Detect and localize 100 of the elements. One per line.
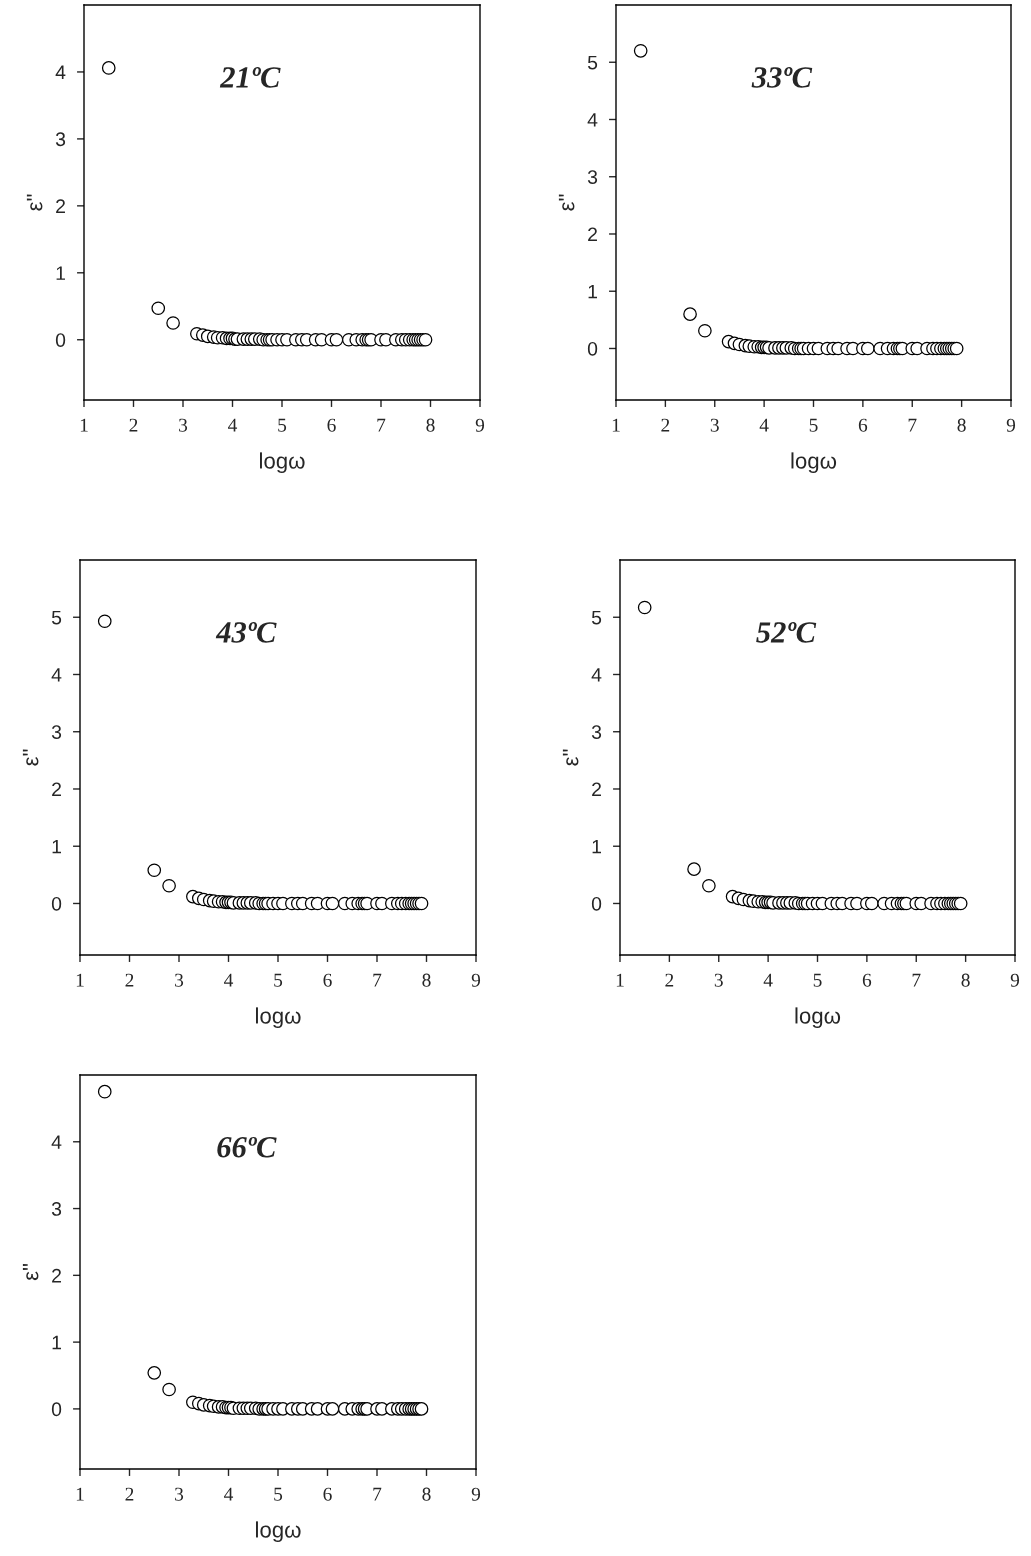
y-tick-label: 3 [55, 132, 66, 147]
x-tick-label: 4 [228, 418, 238, 432]
x-tick-label: 5 [278, 418, 287, 432]
x-tick-label: 7 [373, 973, 382, 987]
x-axis-title: logω [255, 1007, 301, 1029]
y-axis-title: ε" [22, 1264, 39, 1281]
x-tick-label: 3 [714, 973, 723, 987]
y-tick-label: 2 [56, 199, 65, 213]
x-tick-label: 6 [327, 418, 336, 432]
y-tick-label: 3 [51, 1202, 62, 1216]
y-tick-label: 2 [52, 782, 61, 797]
x-tick-label: 4 [224, 1487, 234, 1501]
x-tick-label: 5 [809, 418, 818, 432]
y-tick-label: 1 [56, 266, 65, 280]
x-tick-label: 7 [912, 973, 921, 987]
point [97, 1084, 112, 1099]
point [97, 614, 112, 629]
x-tick-label: 8 [961, 973, 970, 987]
y-tick-label: 4 [587, 113, 598, 127]
y-tick-label: 1 [588, 284, 597, 299]
x-tick-label: 3 [179, 418, 188, 432]
x-axis-title: logω [791, 452, 837, 474]
x-tick-label: 3 [710, 418, 719, 432]
point [101, 61, 116, 75]
x-tick-label: 2 [665, 973, 674, 987]
y-tick-label: 5 [591, 610, 602, 625]
x-tick-label: 6 [858, 418, 868, 432]
x-tick-label: 1 [80, 418, 88, 432]
x-tick-label: 2 [125, 1487, 134, 1501]
x-tick-label: 9 [1010, 973, 1020, 987]
y-axis-title: ε" [22, 749, 39, 766]
y-tick-label: 2 [52, 1268, 61, 1283]
y-tick-label: 4 [51, 1135, 62, 1149]
annotation: 21ºC [219, 67, 281, 88]
y-tick-label: 3 [591, 725, 602, 739]
y-tick-label: 1 [52, 839, 61, 854]
y-tick-label: 0 [51, 896, 62, 911]
x-axis-title: logω [259, 452, 305, 474]
x-tick-label: 1 [616, 973, 624, 987]
y-axis-title: ε" [562, 749, 579, 766]
annotation: 66ºC [217, 1136, 277, 1158]
point [147, 1366, 162, 1380]
x-tick-label: 2 [129, 418, 138, 432]
x-tick-label: 9 [475, 418, 485, 432]
point [687, 862, 701, 876]
y-tick-label: 0 [51, 1402, 62, 1417]
point [325, 1402, 340, 1416]
x-tick-label: 8 [426, 418, 435, 432]
point [637, 600, 652, 615]
x-tick-label: 1 [76, 1487, 84, 1501]
point [151, 301, 166, 316]
x-tick-label: 6 [862, 973, 872, 987]
x-axis-title: logω [255, 1521, 301, 1543]
point [329, 332, 344, 347]
point [162, 878, 176, 893]
x-tick-label: 7 [377, 418, 386, 432]
y-tick-label: 0 [55, 333, 66, 347]
point [860, 341, 875, 356]
y-tick-label: 4 [55, 65, 66, 79]
y-tick-label: 5 [51, 610, 62, 625]
y-tick-label: 2 [592, 782, 601, 797]
x-tick-label: 2 [661, 418, 670, 432]
x-tick-label: 1 [76, 973, 84, 987]
point [162, 1382, 176, 1397]
y-tick-label: 2 [588, 227, 597, 242]
y-tick-label: 4 [51, 668, 62, 682]
y-axis-title: ε" [558, 194, 575, 211]
x-tick-label: 3 [175, 1487, 184, 1501]
y-tick-label: 1 [52, 1335, 61, 1350]
point [864, 896, 879, 911]
x-tick-label: 2 [125, 973, 134, 987]
x-tick-label: 1 [612, 418, 620, 432]
y-tick-label: 3 [587, 170, 598, 184]
annotation: 52ºC [756, 622, 817, 643]
x-tick-label: 7 [908, 418, 917, 432]
y-tick-label: 3 [51, 725, 62, 739]
x-tick-label: 5 [813, 973, 822, 987]
x-tick-label: 6 [323, 973, 332, 987]
point [633, 43, 648, 58]
y-tick-label: 1 [592, 839, 601, 854]
point [683, 307, 697, 321]
x-tick-label: 9 [471, 1487, 481, 1501]
y-axis-title: ε" [26, 194, 43, 211]
x-tick-label: 3 [175, 973, 184, 987]
x-tick-label: 6 [323, 1487, 332, 1501]
x-tick-label: 5 [274, 1487, 283, 1501]
y-tick-label: 0 [587, 341, 598, 356]
x-tick-label: 7 [373, 1487, 382, 1501]
y-tick-label: 4 [591, 668, 602, 682]
x-tick-label: 8 [422, 973, 431, 987]
y-tick-label: 0 [591, 896, 602, 911]
x-tick-label: 9 [471, 973, 481, 987]
x-tick-label: 8 [957, 418, 966, 432]
annotation: 33ºC [751, 67, 813, 88]
x-tick-label: 5 [274, 973, 283, 987]
annotation: 43ºC [215, 622, 277, 643]
y-tick-label: 5 [587, 55, 598, 70]
x-tick-label: 4 [224, 973, 234, 987]
x-tick-label: 8 [422, 1487, 431, 1501]
point [147, 863, 162, 878]
